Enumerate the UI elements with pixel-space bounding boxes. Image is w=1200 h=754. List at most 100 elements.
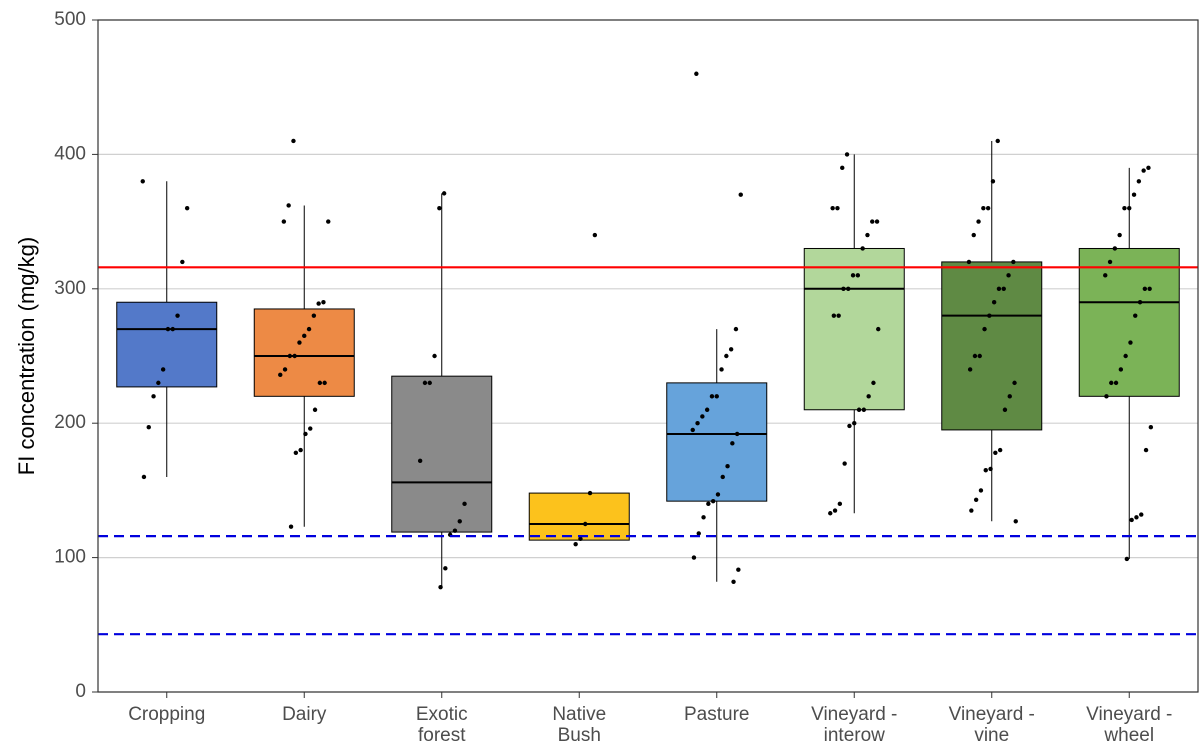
data-point	[852, 421, 857, 426]
data-point	[728, 347, 734, 352]
data-point	[175, 313, 180, 318]
data-point	[141, 474, 147, 480]
data-point	[308, 426, 313, 431]
data-point	[151, 394, 156, 399]
data-point	[830, 205, 835, 211]
data-point	[978, 488, 984, 493]
data-point	[865, 232, 870, 238]
plot-frame	[97, 19, 1199, 693]
data-point	[695, 421, 700, 426]
data-point	[988, 466, 993, 472]
data-point	[842, 461, 847, 466]
data-point	[452, 528, 458, 533]
x-tick-label: Cropping	[128, 704, 206, 725]
data-point	[835, 205, 840, 211]
data-point	[1127, 205, 1132, 211]
data-point	[969, 508, 974, 513]
data-point	[709, 394, 715, 399]
data-point	[832, 508, 838, 513]
data-point	[738, 192, 743, 197]
data-point	[990, 179, 996, 184]
data-point	[985, 205, 991, 211]
data-point	[417, 458, 423, 464]
box	[941, 261, 1043, 431]
data-point	[140, 179, 145, 184]
data-point	[587, 490, 593, 496]
box	[116, 301, 218, 388]
y-tick-label: 0	[75, 681, 86, 702]
data-point	[170, 326, 175, 332]
data-point	[700, 414, 705, 419]
data-point	[1107, 259, 1113, 265]
x-tick-label: Native Bush	[552, 704, 607, 746]
data-point	[714, 394, 719, 399]
data-point	[1112, 246, 1118, 251]
data-point	[836, 313, 841, 318]
data-point	[288, 524, 294, 529]
data-point	[427, 380, 432, 386]
data-point	[694, 71, 699, 76]
data-point	[860, 246, 865, 251]
data-point	[302, 333, 307, 339]
data-point	[1139, 512, 1144, 517]
data-point	[866, 394, 871, 399]
data-point	[690, 427, 695, 433]
data-point	[298, 447, 303, 453]
data-point	[287, 353, 293, 359]
data-point	[701, 515, 706, 520]
data-point	[1118, 367, 1124, 372]
data-point	[1141, 168, 1146, 173]
data-point	[995, 138, 1000, 144]
data-point	[432, 353, 437, 359]
data-point	[1134, 515, 1139, 520]
data-point	[706, 501, 711, 507]
data-point	[1104, 394, 1109, 399]
data-point	[278, 372, 283, 378]
x-tick-label: Pasture	[684, 704, 750, 725]
data-point	[312, 407, 318, 412]
data-point	[146, 425, 151, 430]
data-point	[734, 431, 740, 437]
box	[253, 308, 355, 397]
data-point	[1007, 394, 1012, 399]
data-point	[1013, 519, 1018, 524]
data-point	[972, 353, 978, 359]
data-point	[993, 450, 998, 455]
data-point	[997, 447, 1003, 453]
data-point	[981, 205, 986, 211]
data-point	[282, 367, 288, 372]
data-point	[1129, 517, 1134, 523]
data-point	[1122, 205, 1127, 211]
data-point	[733, 326, 739, 332]
data-point	[1113, 380, 1119, 386]
data-point	[1124, 556, 1130, 562]
data-point	[457, 519, 462, 524]
data-point	[297, 340, 302, 345]
box	[1078, 247, 1180, 397]
data-point	[1146, 165, 1151, 171]
data-point	[441, 191, 447, 196]
data-point	[850, 273, 856, 278]
data-point	[840, 165, 845, 171]
data-point	[326, 219, 331, 224]
box	[528, 492, 630, 541]
data-point	[861, 407, 867, 412]
data-point	[437, 205, 442, 211]
data-point	[286, 203, 291, 208]
data-point	[982, 326, 987, 332]
data-point	[828, 511, 833, 516]
data-point	[422, 380, 428, 386]
data-point	[736, 567, 741, 572]
box	[803, 247, 905, 411]
data-point	[443, 566, 448, 571]
data-point	[987, 313, 992, 318]
data-point	[1006, 273, 1011, 278]
data-point	[1137, 300, 1143, 305]
data-point	[462, 501, 467, 507]
data-point	[578, 536, 583, 541]
data-point	[870, 219, 875, 224]
y-tick-label: 200	[54, 412, 86, 433]
x-tick-label: Exotic forest	[415, 704, 468, 746]
data-point	[438, 584, 443, 590]
